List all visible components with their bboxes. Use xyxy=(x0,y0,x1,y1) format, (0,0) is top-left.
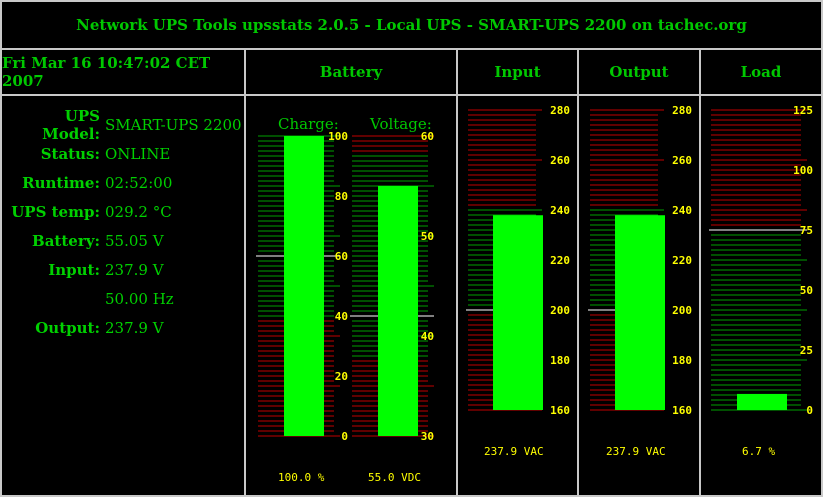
stat-value: 55.05 V xyxy=(105,231,164,250)
charge-tick-label: 40 xyxy=(335,310,348,323)
output-panel: 160 180 200 220 240 260 280 237.9 VAC xyxy=(577,94,701,497)
output-tick-label: 240 xyxy=(672,204,692,217)
load-header: Load xyxy=(699,48,823,96)
load-tick-label: 50 xyxy=(800,284,813,297)
input-tick-label: 180 xyxy=(550,354,570,367)
input-tick-label: 240 xyxy=(550,204,570,217)
battery-header: Battery xyxy=(244,48,458,96)
stat-row-model: UPS Model: SMART-UPS 2200 xyxy=(2,107,244,143)
stat-row-status: Status: ONLINE xyxy=(2,139,244,168)
input-tick-label: 220 xyxy=(550,254,570,267)
voltage-label: Voltage: xyxy=(370,115,432,133)
output-tick-label: 200 xyxy=(672,304,692,317)
output-tick-label: 260 xyxy=(672,154,692,167)
load-tick-label: 0 xyxy=(806,404,813,417)
load-tick-label: 25 xyxy=(800,344,813,357)
stat-row-frequency: 50.00 Hz xyxy=(2,284,244,313)
stat-value: ONLINE xyxy=(105,144,171,163)
stat-row-runtime: Runtime: 02:52:00 xyxy=(2,168,244,197)
stat-row-input: Input: 237.9 V xyxy=(2,255,244,284)
load-panel: 0 25 50 75 100 125 6.7 % xyxy=(699,94,823,497)
input-tick-label: 260 xyxy=(550,154,570,167)
stat-key: UPS temp: xyxy=(11,202,100,221)
voltage-tick-label: 40 xyxy=(421,330,434,343)
stat-value: 237.9 V xyxy=(105,318,164,337)
voltage-readout: 55.0 VDC xyxy=(368,471,421,484)
voltage-tick-label: 30 xyxy=(421,430,434,440)
charge-level-bar xyxy=(284,136,324,436)
stat-key: UPS Model: xyxy=(42,106,100,143)
output-tick-label: 160 xyxy=(672,404,692,417)
output-tick-label: 280 xyxy=(672,104,692,117)
stat-key: Runtime: xyxy=(22,173,100,192)
input-level-bar xyxy=(493,215,543,410)
charge-readout: 100.0 % xyxy=(278,471,325,484)
input-panel: 160 180 200 220 240 260 280 237.9 VAC xyxy=(456,94,579,497)
charge-gauge: 0 20 40 60 80 100 xyxy=(256,130,348,440)
stats-panel: UPS Model: SMART-UPS 2200 Status: ONLINE R… xyxy=(0,94,246,497)
stat-value: SMART-UPS 2200 xyxy=(105,115,242,134)
load-gauge: 0 25 50 75 100 125 xyxy=(709,104,813,417)
stat-key: Input: xyxy=(48,260,100,279)
output-gauge: 160 180 200 220 240 260 280 xyxy=(588,104,692,417)
input-tick-label: 160 xyxy=(550,404,570,417)
input-tick-label: 200 xyxy=(550,304,570,317)
battery-panel: Charge: Voltage: 0 20 40 60 80 100 30 40 50 60 1… xyxy=(244,94,458,497)
stat-value: 02:52:00 xyxy=(105,173,173,192)
voltage-gauge: 30 40 50 60 xyxy=(350,130,434,440)
stat-key: Status: xyxy=(40,144,100,163)
charge-label: Charge: xyxy=(278,115,339,133)
charge-tick-label: 20 xyxy=(335,370,348,383)
output-tick-label: 220 xyxy=(672,254,692,267)
voltage-tick-label: 60 xyxy=(421,130,434,143)
load-level-bar xyxy=(737,393,787,410)
output-readout: 237.9 VAC xyxy=(606,445,666,458)
input-readout: 237.9 VAC xyxy=(484,445,544,458)
stats-list: UPS Model: SMART-UPS 2200 Status: ONLINE R… xyxy=(2,107,244,342)
stat-row-battery: Battery: 55.05 V xyxy=(2,226,244,255)
input-header: Input xyxy=(456,48,579,96)
datetime-header: Fri Mar 16 10:47:02 CET 2007 xyxy=(0,48,246,96)
load-readout: 6.7 % xyxy=(742,445,776,458)
load-tick-label: 75 xyxy=(800,224,813,237)
stat-row-output: Output: 237.9 V xyxy=(2,313,244,342)
voltage-tick-label: 50 xyxy=(421,230,434,243)
page-title: Network UPS Tools upsstats 2.0.5 - Local… xyxy=(0,0,823,50)
load-tick-label: 100 xyxy=(793,164,813,177)
output-level-bar xyxy=(615,215,665,410)
voltage-level-bar xyxy=(378,186,418,436)
stat-value: 50.00 Hz xyxy=(105,289,174,308)
charge-tick-label: 100 xyxy=(328,130,348,143)
output-header: Output xyxy=(577,48,701,96)
load-tick-label: 125 xyxy=(793,104,813,117)
input-tick-label: 280 xyxy=(550,104,570,117)
charge-tick-label: 80 xyxy=(335,190,348,203)
stat-value: 029.2 °C xyxy=(105,202,172,221)
charge-tick-label: 0 xyxy=(341,430,348,440)
charge-tick-label: 60 xyxy=(335,250,348,263)
stat-row-temp: UPS temp: 029.2 °C xyxy=(2,197,244,226)
stat-value: 237.9 V xyxy=(105,260,164,279)
output-tick-label: 180 xyxy=(672,354,692,367)
input-gauge: 160 180 200 220 240 260 280 xyxy=(466,104,570,417)
stat-key: Output: xyxy=(35,318,100,337)
stat-key: Battery: xyxy=(32,231,100,250)
